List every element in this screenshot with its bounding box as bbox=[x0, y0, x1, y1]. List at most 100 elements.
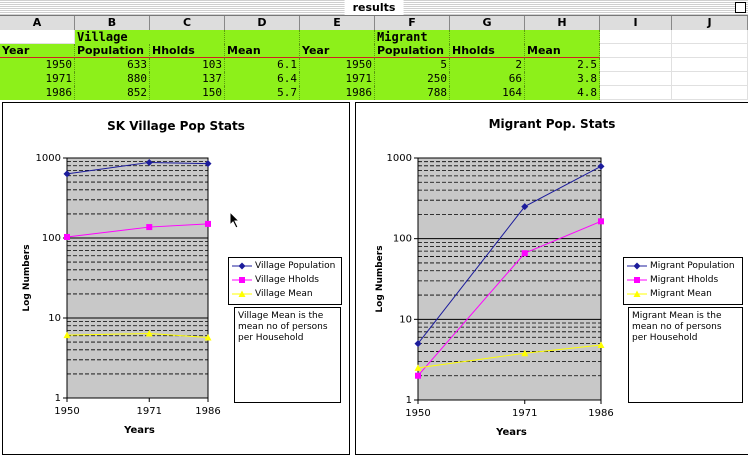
cell[interactable]: 852 bbox=[75, 86, 150, 100]
data-point bbox=[521, 250, 528, 257]
table-row: 1986 852 150 5.7 1986 788 164 4.8 bbox=[0, 86, 748, 100]
cell[interactable]: 1950 bbox=[0, 58, 75, 72]
legend-swatch-icon bbox=[232, 290, 252, 297]
cell[interactable]: 1971 bbox=[0, 72, 75, 86]
cell[interactable]: Year bbox=[300, 44, 375, 58]
cell[interactable]: 1950 bbox=[300, 58, 375, 72]
zoom-box-icon[interactable] bbox=[735, 2, 746, 13]
table-row: 1950 633 103 6.1 1950 5 2 2.5 bbox=[0, 58, 748, 72]
cell[interactable]: Migrant bbox=[375, 30, 450, 44]
cell[interactable]: 164 bbox=[450, 86, 525, 100]
cell[interactable]: 4.8 bbox=[525, 86, 600, 100]
cell[interactable] bbox=[600, 72, 672, 86]
data-point bbox=[521, 203, 529, 211]
legend-marker-icon bbox=[633, 262, 641, 269]
x-tick-label: 1971 bbox=[137, 406, 162, 417]
data-point bbox=[204, 334, 212, 341]
cell[interactable]: 137 bbox=[150, 72, 225, 86]
legend-item: Migrant Hholds bbox=[624, 273, 718, 287]
migrant-chart[interactable]: Migrant Pop. Stats 1 10 100 1000 1950 1971 198… bbox=[355, 102, 748, 455]
cell[interactable]: 6.1 bbox=[225, 58, 300, 72]
cell[interactable]: 1971 bbox=[300, 72, 375, 86]
legend-item: Migrant Population bbox=[624, 259, 735, 273]
cell[interactable]: 150 bbox=[150, 86, 225, 100]
column-header[interactable]: I bbox=[600, 16, 672, 30]
cell[interactable]: 1986 bbox=[300, 86, 375, 100]
cell[interactable]: 2 bbox=[450, 58, 525, 72]
cell[interactable]: 788 bbox=[375, 86, 450, 100]
y-axis-label: Log Numbers bbox=[22, 244, 32, 311]
cell[interactable] bbox=[600, 58, 672, 72]
cell[interactable]: 633 bbox=[75, 58, 150, 72]
cell[interactable] bbox=[150, 30, 225, 44]
legend-item: Village Hholds bbox=[229, 273, 319, 287]
column-header[interactable]: H bbox=[525, 16, 600, 30]
x-tick-label: 1986 bbox=[588, 408, 613, 419]
cell[interactable]: Village bbox=[75, 30, 150, 44]
y-tick-label: 1 bbox=[406, 395, 412, 406]
legend-item: Migrant Mean bbox=[624, 287, 712, 301]
cell[interactable] bbox=[672, 58, 748, 72]
cell[interactable]: Hholds bbox=[150, 44, 225, 58]
cell[interactable] bbox=[600, 30, 672, 44]
cell[interactable]: Mean bbox=[225, 44, 300, 58]
x-tick-label: 1971 bbox=[512, 408, 537, 419]
cell[interactable] bbox=[300, 30, 375, 44]
column-header[interactable]: J bbox=[672, 16, 748, 30]
x-axis-label: Years bbox=[123, 425, 155, 436]
column-header[interactable]: G bbox=[450, 16, 525, 30]
legend-label: Migrant Hholds bbox=[650, 275, 719, 285]
cell[interactable] bbox=[600, 44, 672, 58]
cell[interactable]: Mean bbox=[525, 44, 600, 58]
cell[interactable]: 66 bbox=[450, 72, 525, 86]
cell[interactable]: 2.5 bbox=[525, 58, 600, 72]
cell[interactable]: Population bbox=[375, 44, 450, 58]
village-chart[interactable]: SK Village Pop Stats 1 10 100 1000 1950 1971 1… bbox=[2, 102, 350, 455]
legend-item: Village Mean bbox=[229, 287, 313, 301]
cell[interactable]: 250 bbox=[375, 72, 450, 86]
cell[interactable]: Population bbox=[75, 44, 150, 58]
cell[interactable] bbox=[450, 30, 525, 44]
cell[interactable]: 103 bbox=[150, 58, 225, 72]
chart-title: Migrant Pop. Stats bbox=[488, 117, 616, 131]
column-header[interactable]: E bbox=[300, 16, 375, 30]
cell[interactable]: Year bbox=[0, 44, 75, 58]
x-tick-label: 1950 bbox=[54, 406, 79, 417]
cell[interactable] bbox=[225, 30, 300, 44]
column-header[interactable]: C bbox=[150, 16, 225, 30]
cell[interactable] bbox=[0, 30, 75, 44]
village-chart-plot: 1 10 100 1000 1950 1971 1986 Years Log Numbers bbox=[22, 153, 221, 436]
column-header[interactable]: B bbox=[75, 16, 150, 30]
cell[interactable]: 3.8 bbox=[525, 72, 600, 86]
data-point bbox=[597, 341, 605, 349]
data-point bbox=[63, 170, 71, 178]
cell[interactable] bbox=[672, 30, 748, 44]
legend-marker-icon bbox=[238, 262, 246, 269]
cell[interactable]: Hholds bbox=[450, 44, 525, 58]
cell[interactable] bbox=[672, 44, 748, 58]
legend-marker-icon bbox=[239, 276, 245, 283]
legend-swatch-icon bbox=[627, 262, 647, 269]
cell[interactable]: 880 bbox=[75, 72, 150, 86]
data-point bbox=[415, 372, 421, 379]
cell[interactable]: 6.4 bbox=[225, 72, 300, 86]
window-title-bar[interactable]: results bbox=[0, 0, 748, 16]
legend-swatch-icon bbox=[627, 276, 647, 283]
cell[interactable] bbox=[525, 30, 600, 44]
cell[interactable]: 5.7 bbox=[225, 86, 300, 100]
cell[interactable] bbox=[672, 72, 748, 86]
chart-legend: Village Population Village Hholds Village … bbox=[228, 257, 342, 305]
column-header[interactable]: A bbox=[0, 16, 75, 30]
cell[interactable] bbox=[672, 86, 748, 100]
cell[interactable]: 5 bbox=[375, 58, 450, 72]
cell[interactable]: 1986 bbox=[0, 86, 75, 100]
legend-marker-icon bbox=[633, 290, 641, 297]
x-tick-label: 1950 bbox=[405, 408, 430, 419]
data-point bbox=[145, 330, 153, 337]
column-header[interactable]: F bbox=[375, 16, 450, 30]
column-header[interactable]: D bbox=[225, 16, 300, 30]
chart-title: SK Village Pop Stats bbox=[107, 119, 245, 133]
data-point bbox=[414, 364, 422, 371]
cell[interactable] bbox=[600, 86, 672, 100]
